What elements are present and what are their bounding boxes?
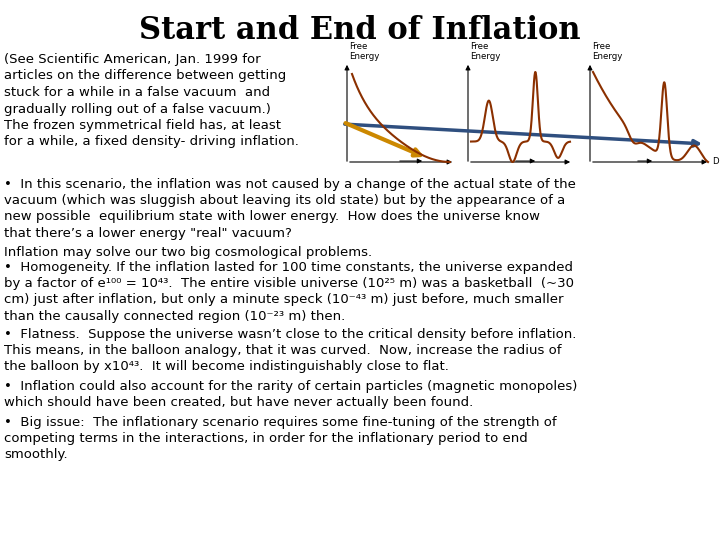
Text: •  In this scenario, the inflation was not caused by a change of the actual stat: • In this scenario, the inflation was no…	[4, 178, 576, 240]
Text: Inflation may solve our two big cosmological problems.: Inflation may solve our two big cosmolog…	[4, 246, 372, 259]
Text: •  Big issue:  The inflationary scenario requires some fine-tuning of the streng: • Big issue: The inflationary scenario r…	[4, 416, 557, 461]
Text: Dens t: Dens t	[713, 157, 720, 165]
Text: Start and End of Inflation: Start and End of Inflation	[139, 15, 581, 46]
Text: Free
Energy: Free Energy	[470, 42, 500, 61]
Text: Free
Energy: Free Energy	[592, 42, 622, 61]
Text: Free
Energy: Free Energy	[349, 42, 379, 61]
Text: •  Inflation could also account for the rarity of certain particles (magnetic mo: • Inflation could also account for the r…	[4, 380, 577, 409]
Text: •  Flatness.  Suppose the universe wasn’t close to the critical density before i: • Flatness. Suppose the universe wasn’t …	[4, 328, 577, 373]
Text: (See Scientific American, Jan. 1999 for
articles on the difference between getti: (See Scientific American, Jan. 1999 for …	[4, 53, 299, 148]
Text: •  Homogeneity. If the inflation lasted for 100 time constants, the universe exp: • Homogeneity. If the inflation lasted f…	[4, 261, 574, 322]
